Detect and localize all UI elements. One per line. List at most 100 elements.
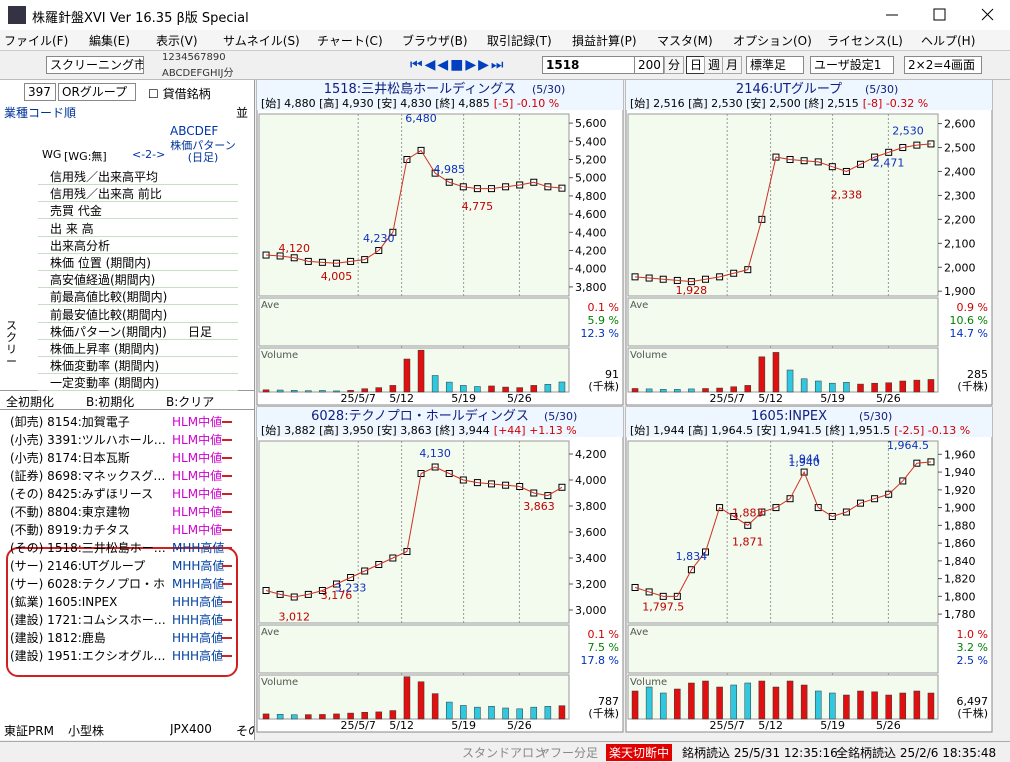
week-button[interactable]: 週 bbox=[704, 56, 725, 74]
change: [-2.5] -0.13 % bbox=[894, 424, 970, 437]
x-tick-label: 5/19 bbox=[820, 719, 845, 732]
market-select[interactable]: スクリーニング市場 bbox=[46, 56, 144, 74]
stock-name[interactable]: (サー) 2146:UTグループ bbox=[10, 559, 146, 573]
filter-row-label: 出来高分析 bbox=[50, 238, 111, 253]
market-tab[interactable]: 東証PRM bbox=[4, 724, 54, 738]
stock-tag: HLM中値 bbox=[172, 451, 223, 465]
chart-date: (5/30) bbox=[865, 83, 898, 96]
volume-bar bbox=[899, 692, 907, 720]
menu-item[interactable]: マスタ(M) bbox=[657, 34, 713, 48]
window-controls[interactable] bbox=[870, 0, 1010, 30]
wg-label: WG bbox=[42, 148, 62, 161]
market-tab[interactable]: 小型株 bbox=[68, 724, 105, 738]
menu-item[interactable]: 損益計算(P) bbox=[572, 34, 637, 48]
volume-bar bbox=[417, 349, 425, 393]
stock-name[interactable]: (建設) 1812:鹿島 bbox=[10, 631, 106, 645]
close-line bbox=[635, 143, 931, 283]
volume-bar bbox=[786, 369, 794, 393]
ave-pane bbox=[258, 297, 570, 347]
stock-name[interactable]: (証券) 8698:マネックスグ… bbox=[10, 469, 165, 483]
filter-row-label: 株価変動率 (期間内) bbox=[50, 359, 160, 374]
stock-name[interactable]: (建設) 1721:コムシスホー… bbox=[10, 613, 165, 627]
volume-bar bbox=[319, 714, 326, 720]
x-tick-label: 5/26 bbox=[876, 719, 901, 732]
chart-title: 1518:三井松島ホールディングス bbox=[324, 81, 517, 97]
sort-button[interactable]: 並 bbox=[236, 106, 249, 120]
volume-bar bbox=[417, 681, 425, 720]
panel-button[interactable]: B:初期化 bbox=[86, 395, 135, 409]
y-tick-label: 2,600 bbox=[944, 118, 976, 131]
filter-row-label: 売買 代金 bbox=[50, 204, 102, 219]
window-title: 株羅針盤XVI Ver 16.35 β版 Special bbox=[32, 11, 249, 26]
y-tick-label: 4,600 bbox=[575, 208, 607, 221]
volume-bar bbox=[403, 358, 411, 393]
style-select[interactable]: 標準足 bbox=[746, 56, 804, 74]
menu-item[interactable]: ヘルプ(H) bbox=[921, 34, 976, 48]
y-tick-label: 4,000 bbox=[575, 263, 607, 276]
code-input[interactable]: 1518 bbox=[542, 56, 635, 74]
stock-name[interactable]: (サー) 6028:テクノプロ・ホ… bbox=[10, 577, 165, 591]
price-annotation: 2,471 bbox=[873, 156, 905, 169]
menu-item[interactable]: ファイル(F) bbox=[4, 34, 69, 48]
stock-name[interactable]: (建設) 1951:エクシオグル… bbox=[10, 649, 165, 663]
volume-bar bbox=[431, 375, 439, 393]
stock-tag: HHH高値 bbox=[172, 595, 224, 609]
stock-name[interactable]: (卸売) 8154:加賀電子 bbox=[10, 415, 130, 429]
volume-bar bbox=[530, 706, 538, 720]
stock-name[interactable]: (小売) 8174:日本瓦斯 bbox=[10, 451, 130, 465]
stock-name[interactable]: (その) 8425:みずほリース bbox=[10, 487, 154, 501]
stock-name[interactable]: (その) 1518:三井松島ホー… bbox=[10, 541, 165, 555]
ave-label: 10.6 % bbox=[950, 314, 988, 327]
letter-buttons[interactable]: ABCDEFGHIJ分 bbox=[162, 68, 234, 79]
volume-label: 91 bbox=[605, 368, 619, 381]
menu-item[interactable]: 編集(E) bbox=[89, 34, 130, 48]
market-tab[interactable]: その bbox=[236, 724, 254, 738]
user-select[interactable]: ユーザ設定1 bbox=[810, 56, 894, 74]
menu-item[interactable]: 表示(V) bbox=[156, 34, 198, 48]
price-annotation: 6,480 bbox=[405, 112, 437, 125]
page-nav[interactable]: <-2-> bbox=[132, 148, 166, 161]
month-button[interactable]: 月 bbox=[722, 56, 743, 74]
column-buttons[interactable]: ABCDEF bbox=[170, 124, 219, 138]
volume-bar bbox=[544, 706, 552, 720]
stock-name[interactable]: (小売) 3391:ツルハホール… bbox=[10, 433, 165, 447]
ave-title: Ave bbox=[630, 627, 648, 638]
layout-select[interactable]: 2×2=4画面 bbox=[904, 56, 982, 74]
volume-bar bbox=[857, 690, 864, 720]
sort-label[interactable]: 業種コード順 bbox=[4, 106, 77, 120]
price-info: [始] 1,944 [高] 1,964.5 [安] 1,941.5 [終] 1,… bbox=[630, 423, 970, 437]
menu-item[interactable]: チャート(C) bbox=[317, 34, 383, 48]
volume-bar bbox=[290, 714, 298, 720]
stock-tag: HLM中値 bbox=[172, 505, 223, 519]
y-tick-label: 1,780 bbox=[944, 608, 976, 621]
ave-title: Ave bbox=[261, 627, 279, 638]
volume-bar bbox=[885, 694, 892, 720]
price-annotation: 4,120 bbox=[278, 242, 310, 255]
group-select[interactable]: ORグループ bbox=[58, 83, 136, 101]
filter-row-label: 出 来 高 bbox=[50, 221, 94, 236]
y-tick-label: 4,200 bbox=[575, 245, 607, 258]
row-line bbox=[38, 338, 238, 340]
volume-unit: (千株) bbox=[957, 379, 988, 393]
nav-buttons[interactable]: ⏮◀◀■▶▶⏭ bbox=[410, 57, 506, 73]
menu-item[interactable]: ライセンス(L) bbox=[827, 34, 903, 48]
stock-name[interactable]: (不動) 8919:カチタス bbox=[10, 523, 130, 537]
market-tab[interactable]: JPX400 bbox=[170, 722, 212, 736]
stock-name[interactable]: (鉱業) 1605:INPEX bbox=[10, 595, 118, 609]
menu-item[interactable]: サムネイル(S) bbox=[223, 34, 300, 48]
menu-item[interactable]: ブラウザ(B) bbox=[402, 34, 468, 48]
menu-item[interactable]: 取引記録(T) bbox=[487, 34, 552, 48]
ave-label: 7.5 % bbox=[588, 641, 619, 654]
interval-select[interactable]: 分 bbox=[664, 56, 685, 74]
panel-button[interactable]: B:クリア bbox=[166, 395, 215, 409]
day-button[interactable]: 日 bbox=[686, 56, 707, 74]
panel-button[interactable]: 全初期化 bbox=[6, 395, 55, 409]
price-annotation: 3,233 bbox=[335, 582, 367, 595]
stock-tag: HLM中値 bbox=[172, 469, 223, 483]
number-buttons[interactable]: 1234567890 bbox=[162, 52, 226, 63]
bars-select[interactable]: 200 bbox=[634, 56, 664, 74]
volume-bar bbox=[333, 713, 340, 720]
menu-item[interactable]: オプション(O) bbox=[733, 34, 812, 48]
margin-checkbox[interactable]: ☐ 貸借銘柄 bbox=[148, 87, 211, 101]
stock-name[interactable]: (不動) 8804:東京建物 bbox=[10, 505, 130, 519]
